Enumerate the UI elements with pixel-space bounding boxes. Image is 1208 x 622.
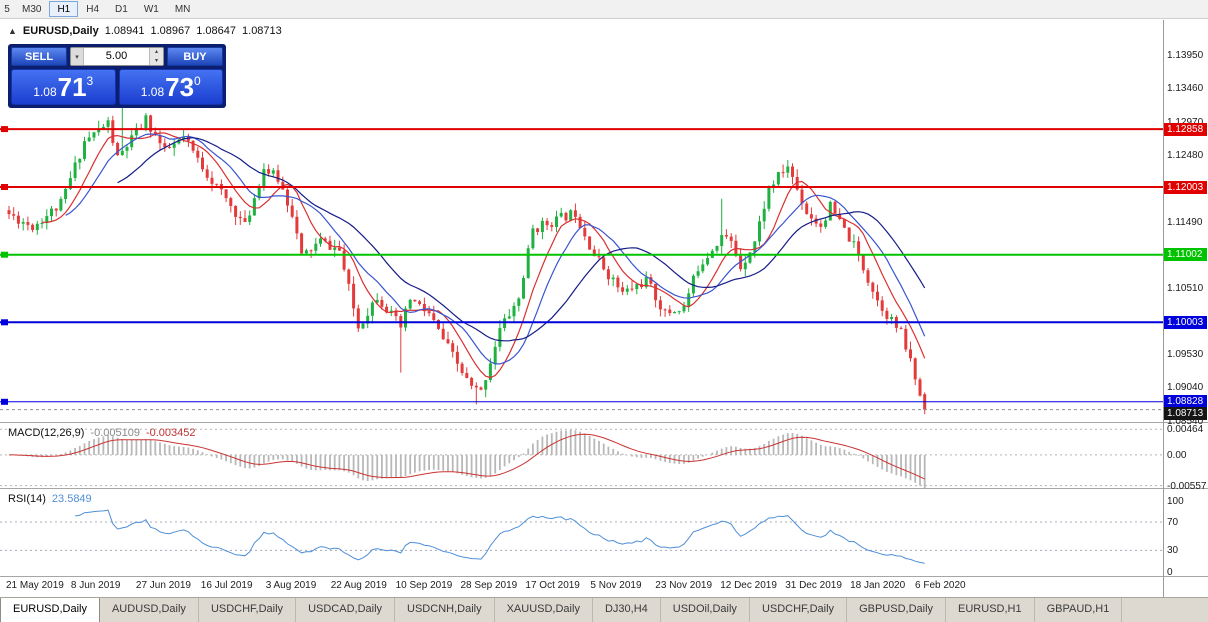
- rsi-value: 23.5849: [51, 493, 92, 505]
- ohlc-low: 1.08647: [196, 25, 237, 37]
- rsi-axis-label: 30: [1167, 545, 1179, 557]
- chart-title: ▲ EURUSD,Daily 1.08941 1.08967 1.08647 1…: [8, 25, 282, 37]
- date-axis-label: 12 Dec 2019: [720, 580, 777, 591]
- chart-tab-eurusd-daily[interactable]: EURUSD,Daily: [0, 598, 100, 622]
- ohlc-close: 1.08713: [242, 25, 282, 37]
- date-axis-label: 5 Nov 2019: [590, 580, 642, 591]
- rsi-name-label: RSI(14): [8, 493, 46, 505]
- chart-symbol-label: EURUSD,Daily: [22, 25, 99, 37]
- buy-price-prefix: 1.08: [140, 85, 165, 99]
- date-axis-label: 22 Aug 2019: [330, 580, 387, 591]
- lot-increase-button[interactable]: ▴: [150, 48, 163, 57]
- date-axis-label: 16 Jul 2019: [200, 580, 253, 591]
- sell-price-button[interactable]: 1.08 71 3: [11, 69, 116, 105]
- price-axis-label: 1.12480: [1167, 149, 1204, 161]
- chart-tab-usdoil-daily[interactable]: USDOil,Daily: [661, 598, 750, 622]
- timeframe-button-5[interactable]: 5: [0, 1, 14, 17]
- chart-tab-xauusd-daily[interactable]: XAUUSD,Daily: [495, 598, 593, 622]
- lot-spinner: ▴ ▾: [149, 48, 163, 65]
- price-axis[interactable]: 1.139501.134601.129701.124801.119901.114…: [1164, 20, 1208, 597]
- date-axis-label: 10 Sep 2019: [395, 580, 453, 591]
- level-price-tag: 1.11002: [1164, 248, 1207, 262]
- price-axis-label: 1.08540: [1167, 416, 1204, 428]
- price-axis-label: 1.12970: [1167, 117, 1203, 128]
- date-axis-label: 3 Aug 2019: [265, 580, 317, 591]
- date-axis-label: 23 Nov 2019: [655, 580, 713, 591]
- buy-price-button[interactable]: 1.08 73 0: [118, 69, 223, 105]
- price-axis-border: [1163, 20, 1164, 597]
- date-axis-label: 27 Jun 2019: [135, 580, 191, 591]
- date-axis-label: 17 Oct 2019: [525, 580, 580, 591]
- date-axis-label: 31 Dec 2019: [785, 580, 842, 591]
- level-price-tag: 1.12003: [1164, 180, 1207, 194]
- one-click-trading-panel: SELL ▾ 5.00 ▴ ▾ BUY 1.08 71 3 1.08 73 0: [8, 44, 226, 108]
- collapse-trade-panel-icon[interactable]: ▲: [8, 26, 17, 36]
- ohlc-open: 1.08941: [104, 25, 145, 37]
- timeframe-button-m30[interactable]: M30: [14, 1, 49, 17]
- chart-tab-gbpaud-h1[interactable]: GBPAUD,H1: [1035, 598, 1123, 622]
- buy-button[interactable]: BUY: [167, 47, 223, 66]
- rsi-axis-label: 70: [1167, 516, 1179, 528]
- chart-tabs-bar: EURUSD,Daily AUDUSD,Daily USDCHF,Daily USDC…: [0, 597, 1208, 622]
- date-axis-label: 21 May 2019: [6, 580, 64, 591]
- date-axis-label: 18 Jan 2020: [850, 580, 906, 591]
- chart-tab-gbpusd-daily[interactable]: GBPUSD,Daily: [847, 598, 947, 622]
- rsi-indicator-canvas[interactable]: [0, 490, 1163, 576]
- macd-name-label: MACD(12,26,9): [8, 427, 85, 439]
- chart-tab-eurusd-h1[interactable]: EURUSD,H1: [946, 598, 1035, 622]
- date-axis-label: 8 Jun 2019: [70, 580, 121, 591]
- rsi-axis-label: 0: [1167, 566, 1173, 578]
- sell-price-sup: 3: [86, 74, 94, 88]
- timeframe-button-h4[interactable]: H4: [78, 1, 107, 17]
- buy-price-big: 73: [165, 72, 195, 102]
- sell-price-prefix: 1.08: [33, 85, 57, 99]
- lot-size-field: ▾ 5.00 ▴ ▾: [70, 47, 164, 66]
- panel-divider[interactable]: [0, 422, 1208, 423]
- timeframe-toolbar: 5 M30 H1 H4 D1 W1 MN: [0, 0, 1208, 19]
- timeframe-button-mn[interactable]: MN: [167, 1, 199, 17]
- lot-dropdown-button[interactable]: ▾: [71, 48, 84, 65]
- price-chart-canvas[interactable]: [0, 20, 1163, 422]
- chart-tab-dj30-h4[interactable]: DJ30,H4: [593, 598, 661, 622]
- timeframe-button-d1[interactable]: D1: [107, 1, 136, 17]
- price-axis-label: 1.09040: [1167, 382, 1204, 394]
- panel-divider[interactable]: [0, 576, 1208, 577]
- level-price-tag: 1.12858: [1164, 122, 1207, 136]
- ohlc-high: 1.08967: [150, 25, 191, 37]
- panel-divider[interactable]: [0, 488, 1208, 489]
- macd-axis-label: -0.00557: [1167, 480, 1207, 492]
- chart-tab-usdchf-daily[interactable]: USDCHF,Daily: [199, 598, 297, 622]
- lot-decrease-button[interactable]: ▾: [150, 56, 163, 65]
- chart-tab-usdchf-daily[interactable]: USDCHF,Daily: [750, 598, 848, 622]
- sell-button[interactable]: SELL: [11, 47, 67, 66]
- lot-size-input[interactable]: 5.00: [105, 50, 128, 62]
- current-price-tag: 1.08713: [1164, 407, 1207, 421]
- rsi-axis-label: 100: [1167, 495, 1184, 507]
- price-axis-label: 1.10510: [1167, 283, 1204, 294]
- price-axis-label: 1.11490: [1167, 216, 1203, 228]
- chart-tab-usdcnh-daily[interactable]: USDCNH,Daily: [395, 598, 495, 622]
- date-axis-label: 6 Feb 2020: [915, 580, 966, 591]
- macd-indicator-canvas[interactable]: [0, 424, 1163, 488]
- timeframe-button-h1[interactable]: H1: [49, 1, 79, 17]
- price-axis-label: 1.13950: [1167, 50, 1204, 62]
- chart-tab-usdcad-daily[interactable]: USDCAD,Daily: [296, 598, 396, 622]
- chart-tab-audusd-daily[interactable]: AUDUSD,Daily: [100, 598, 199, 622]
- price-axis-label: 1.13460: [1167, 83, 1204, 95]
- macd-axis-label: 0.00464: [1167, 424, 1204, 436]
- timeframe-button-w1[interactable]: W1: [136, 1, 167, 17]
- sell-price-big: 71: [57, 72, 87, 102]
- level-price-tag: 1.10003: [1164, 315, 1207, 329]
- date-axis-label: 28 Sep 2019: [460, 580, 518, 591]
- macd-main-value: -0.005109: [90, 427, 140, 439]
- date-axis[interactable]: 21 May 2019 8 Jun 2019 27 Jun 2019 16 Jul 2…: [0, 577, 1163, 597]
- level-price-tag: 1.08828: [1164, 395, 1207, 409]
- buy-price-sup: 0: [194, 74, 201, 88]
- macd-axis-label: 0.00: [1167, 449, 1187, 461]
- macd-signal-value: -0.003452: [145, 427, 196, 439]
- rsi-title: RSI(14) 23.5849: [8, 493, 92, 505]
- macd-title: MACD(12,26,9) -0.005109 -0.003452: [8, 427, 196, 439]
- price-axis-label: 1.09530: [1167, 349, 1204, 361]
